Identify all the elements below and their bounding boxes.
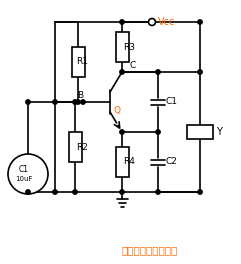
Text: R1: R1 xyxy=(76,58,88,67)
Text: R2: R2 xyxy=(76,143,88,152)
Text: 10uF: 10uF xyxy=(15,176,33,182)
Bar xyxy=(115,147,128,177)
Text: R4: R4 xyxy=(123,158,135,167)
Bar xyxy=(187,125,213,139)
Text: Vcc: Vcc xyxy=(158,17,175,27)
Bar xyxy=(68,132,81,162)
Circle shape xyxy=(8,154,48,194)
Circle shape xyxy=(198,190,202,194)
Circle shape xyxy=(73,100,77,104)
Circle shape xyxy=(156,130,160,134)
Text: R3: R3 xyxy=(123,43,135,51)
Circle shape xyxy=(120,70,124,74)
Circle shape xyxy=(53,190,57,194)
Circle shape xyxy=(26,190,30,194)
Circle shape xyxy=(81,100,85,104)
Circle shape xyxy=(73,190,77,194)
Circle shape xyxy=(198,20,202,24)
Bar xyxy=(115,32,128,62)
Text: C1: C1 xyxy=(19,164,29,173)
Circle shape xyxy=(148,18,155,26)
Circle shape xyxy=(120,20,124,24)
Text: C1: C1 xyxy=(166,97,178,106)
Circle shape xyxy=(198,70,202,74)
Circle shape xyxy=(26,100,30,104)
Bar xyxy=(72,47,85,77)
Text: Y: Y xyxy=(216,127,222,137)
Text: 并联型石英晶体振荡: 并联型石英晶体振荡 xyxy=(122,245,178,255)
Text: C: C xyxy=(130,62,136,70)
Circle shape xyxy=(76,100,80,104)
Circle shape xyxy=(156,190,160,194)
Circle shape xyxy=(156,70,160,74)
Circle shape xyxy=(120,190,124,194)
Text: C2: C2 xyxy=(166,158,178,167)
Circle shape xyxy=(120,130,124,134)
Text: Q: Q xyxy=(114,106,121,115)
Circle shape xyxy=(53,100,57,104)
Text: B: B xyxy=(77,92,83,101)
